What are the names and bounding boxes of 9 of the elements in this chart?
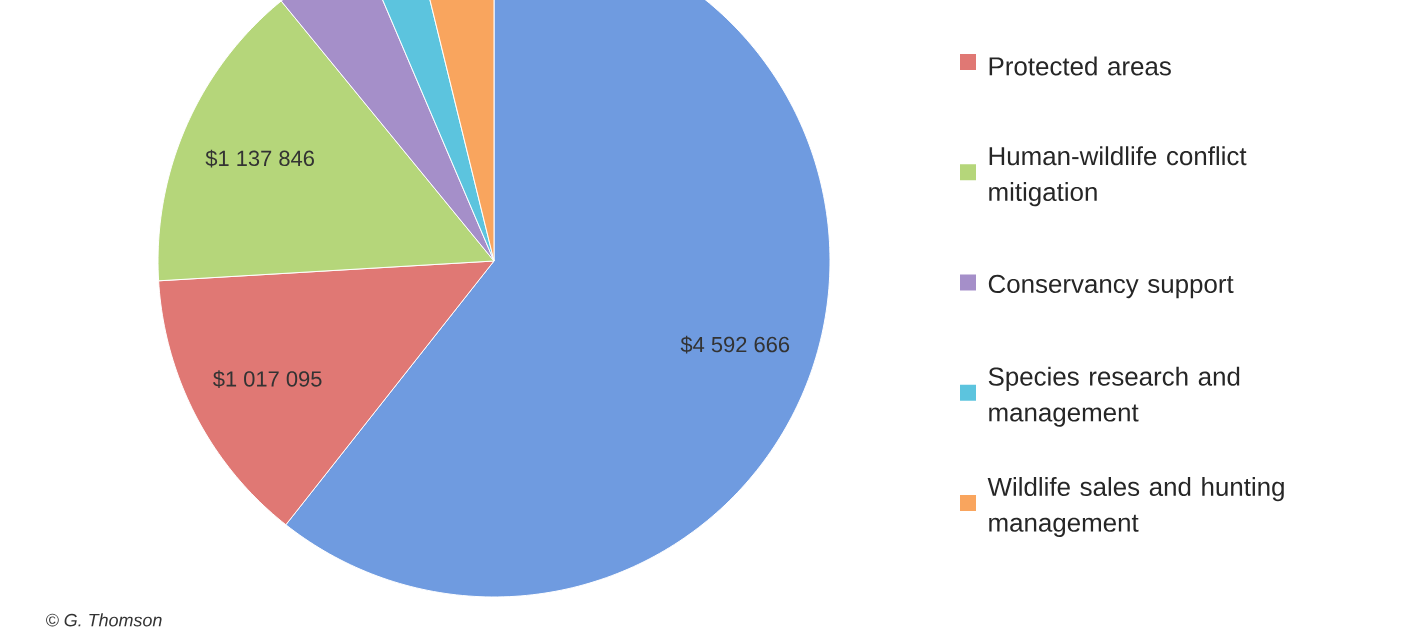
legend-label: Wildlife sales and hunting management	[987, 476, 1284, 537]
legend-label: Protected areas	[989, 56, 1171, 76]
data-label: $1 137 846	[205, 149, 314, 168]
legend-label: Conservancy support	[988, 274, 1234, 299]
legend-label: Human-wildlife conflict mitigation	[989, 146, 1247, 207]
data-label: $1 017 095	[213, 370, 322, 388]
legend-label: Species research and management	[988, 366, 1240, 427]
data-label: $4 592 666	[680, 335, 790, 354]
text: © G. Thomson	[46, 613, 162, 627]
